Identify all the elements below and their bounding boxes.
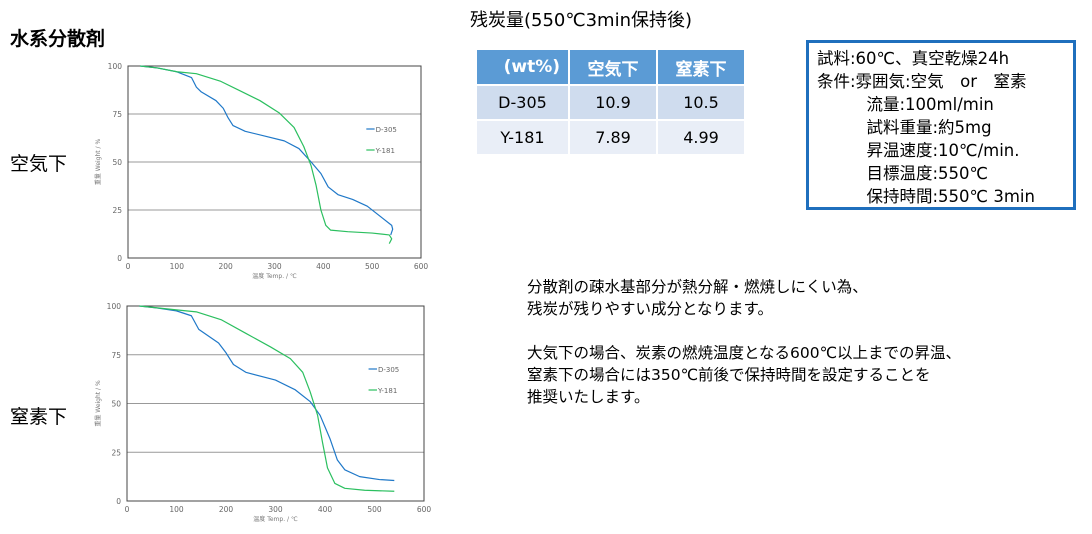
y-tick-label: 75 xyxy=(112,110,122,119)
x-tick-label: 300 xyxy=(268,505,283,514)
header-nitrogen: 窒素下 xyxy=(656,48,746,86)
table-row: Y-181 7.89 4.99 xyxy=(475,119,746,156)
x-tick-label: 0 xyxy=(126,262,131,271)
x-axis-label: 温度 Temp. / ℃ xyxy=(252,272,297,280)
header-air: 空気下 xyxy=(568,48,658,86)
box-line: 昇温速度:10℃/min. xyxy=(817,141,1020,160)
header-unit: (wt%) xyxy=(475,48,570,86)
x-tick-label: 500 xyxy=(367,505,382,514)
x-tick-label: 100 xyxy=(170,262,185,271)
cell: 10.9 xyxy=(568,84,658,121)
x-tick-label: 200 xyxy=(219,505,234,514)
x-tick-label: 0 xyxy=(125,505,130,514)
tga-chart-nitrogen: 0 25 50 75 100 0 100 200 300 400 500 600 温度 Temp. / … xyxy=(94,302,432,523)
tga-chart-air: 0 25 50 75 100 0 100 200 300 400 500 600 温度 Temp. / … xyxy=(94,62,429,280)
y-tick-label: 100 xyxy=(107,302,122,311)
x-tick-label: 400 xyxy=(318,505,333,514)
box-line: 流量:100ml/min xyxy=(817,95,994,114)
legend-label: D-305 xyxy=(376,126,397,134)
legend-label: Y-181 xyxy=(377,387,397,395)
page-title: 水系分散剤 xyxy=(10,28,106,50)
series-line-y-181 xyxy=(139,305,395,492)
note-text: 分散剤の疎水基部分が熱分解・燃焼しにくい為、 残炭が残りやすい成分となります。 大… xyxy=(527,276,961,430)
x-axis-label: 温度 Temp. / ℃ xyxy=(253,515,298,523)
residue-table: (wt%) 空気下 窒素下 D-305 10.9 10.5 Y-181 7.89 4.99 xyxy=(475,48,746,156)
note-line: 推奨いたします。 xyxy=(527,388,650,406)
x-tick-label: 400 xyxy=(316,262,331,271)
table-row: D-305 10.9 10.5 xyxy=(475,84,746,121)
table-title: 残炭量(550℃3min保持後) xyxy=(470,10,693,31)
x-tick-label: 300 xyxy=(267,262,282,271)
y-tick-label: 75 xyxy=(111,351,121,360)
y-tick-label: 50 xyxy=(111,400,121,409)
x-tick-label: 100 xyxy=(169,505,184,514)
cell: 7.89 xyxy=(568,119,658,156)
conditions-box: 試料:60℃、真空乾燥24h 条件:雰囲気:空気 or 窒素 流量:100ml/… xyxy=(806,40,1076,210)
condition-label-air: 空気下 xyxy=(10,153,68,175)
cell: 4.99 xyxy=(656,119,746,156)
plot-frame xyxy=(126,305,425,502)
x-tick-label: 500 xyxy=(365,262,380,271)
note-line: 窒素下の場合には350℃前後で保持時間を設定することを xyxy=(527,366,931,384)
y-axis-label: 重量 Weight / % xyxy=(94,380,102,427)
x-tick-label: 600 xyxy=(417,505,432,514)
cell: 10.5 xyxy=(656,84,746,121)
series-line-y-181 xyxy=(140,65,393,244)
y-tick-label: 0 xyxy=(117,254,122,263)
note-line: 残炭が残りやすい成分となります。 xyxy=(527,300,773,318)
legend-label: Y-181 xyxy=(375,147,395,155)
box-line: 試料:60℃、真空乾燥24h xyxy=(817,49,1010,68)
series-line-d-305 xyxy=(139,305,395,482)
box-line: 条件:雰囲気:空気 or 窒素 xyxy=(817,72,1027,91)
y-tick-label: 100 xyxy=(108,62,123,71)
cell: Y-181 xyxy=(475,119,570,156)
y-tick-label: 0 xyxy=(116,497,121,506)
box-line: 試料重量:約5mg xyxy=(817,118,992,137)
box-line: 目標温度:550℃ xyxy=(817,164,989,183)
y-axis-label: 重量 Weight / % xyxy=(94,139,102,186)
cell: D-305 xyxy=(475,84,570,121)
note-line: 大気下の場合、炭素の燃焼温度となる600℃以上までの昇温、 xyxy=(527,344,962,362)
legend-label: D-305 xyxy=(378,366,399,374)
box-line: 保持時間:550℃ 3min xyxy=(817,187,1035,206)
note-line: 分散剤の疎水基部分が熱分解・燃焼しにくい為、 xyxy=(527,278,868,296)
y-tick-label: 25 xyxy=(111,448,121,457)
series-line-d-305 xyxy=(140,65,394,236)
plot-frame xyxy=(127,65,422,259)
x-tick-label: 200 xyxy=(219,262,234,271)
y-tick-label: 25 xyxy=(112,206,122,215)
condition-label-nitrogen: 窒素下 xyxy=(10,406,68,428)
y-tick-label: 50 xyxy=(112,158,122,167)
x-tick-label: 600 xyxy=(414,262,429,271)
